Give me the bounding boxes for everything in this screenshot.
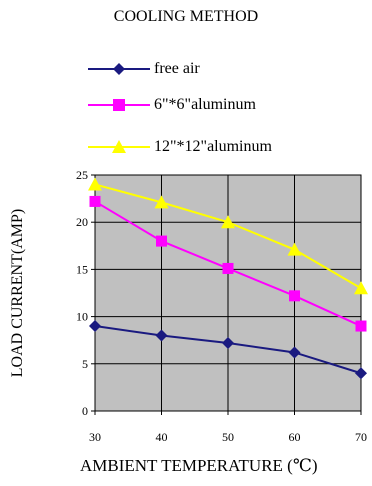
data-point (156, 235, 167, 247)
data-point (88, 177, 102, 191)
legend-label: free air (154, 60, 200, 77)
y-tick-label: 20 (76, 215, 88, 229)
data-point (354, 281, 368, 295)
y-tick-label: 15 (76, 262, 88, 276)
y-tick-label: 5 (82, 357, 88, 371)
x-tick-label: 70 (355, 430, 367, 444)
data-point (221, 215, 235, 229)
data-point (289, 290, 300, 302)
y-tick-label: 10 (76, 310, 88, 324)
y-axis-label: LOAD CURRENT(AMP) (9, 208, 26, 378)
legend-swatch-free-air (88, 63, 150, 75)
legend-item-free-air: free air (88, 59, 200, 79)
data-point (287, 242, 302, 256)
y-tick-label: 25 (76, 168, 88, 182)
legend-item-12x12-aluminum: 12"*12"aluminum (88, 137, 272, 157)
x-tick-label: 30 (89, 430, 101, 444)
data-point (154, 195, 169, 209)
data-point (355, 367, 367, 380)
data-point (222, 337, 234, 350)
data-point (155, 329, 168, 342)
data-point (355, 320, 367, 332)
chart-title: COOLING METHOD (113, 8, 259, 25)
x-tick-label: 40 (156, 430, 168, 444)
data-point (288, 346, 301, 359)
x-tick-label: 60 (289, 430, 301, 444)
y-tick-label: 0 (82, 404, 88, 418)
x-tick-label: 50 (222, 430, 234, 444)
legend-item-6x6-aluminum: 6"*6"aluminum (88, 95, 256, 115)
data-point (89, 320, 101, 333)
data-point (222, 262, 234, 274)
legend-swatch-12x12-aluminum (88, 140, 150, 153)
x-axis-label: AMBIENT TEMPERATURE (℃) (80, 456, 318, 475)
legend-label: 12"*12"aluminum (154, 138, 272, 155)
legend-swatch-6x6-aluminum (88, 99, 150, 111)
legend-label: 6"*6"aluminum (154, 96, 256, 113)
data-point (89, 195, 101, 207)
